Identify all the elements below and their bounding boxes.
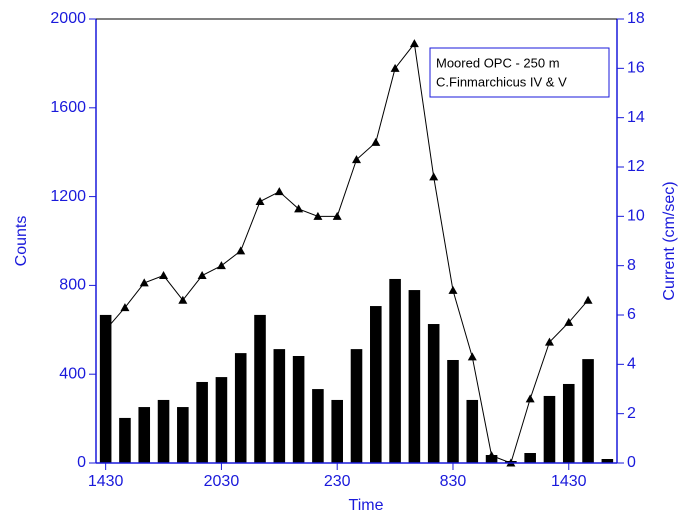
bar [370,306,382,463]
marker [390,63,400,72]
bar [524,453,536,463]
bar [254,314,266,463]
bar [408,290,421,463]
marker [139,278,149,287]
marker [583,295,593,304]
bar [273,349,286,463]
marker [313,211,323,220]
marker [101,325,111,334]
bar [196,381,208,463]
bar [177,407,189,463]
bar [234,353,247,463]
marker [487,451,497,460]
bar [389,278,401,463]
marker [409,39,419,48]
marker [371,137,381,146]
marker [525,394,535,403]
marker [332,211,342,220]
y2-tick-label: 14 [627,109,645,126]
marker [294,204,304,213]
x-axis-label: Time [349,497,384,514]
y2-tick-label: 18 [627,10,645,27]
x-tick-label: 1430 [88,473,124,490]
bar [119,417,131,463]
marker [467,352,477,361]
marker [429,172,439,181]
marker [216,261,226,270]
marker [352,155,361,164]
marker [197,271,207,280]
y2-tick-label: 12 [627,158,645,175]
y-tick-label: 0 [77,454,86,471]
y2-tick-label: 6 [627,306,636,323]
bar [312,389,324,463]
y2-tick-label: 10 [627,208,645,225]
marker [255,197,265,206]
x-tick-label: 2030 [204,473,240,490]
marker [274,187,284,196]
marker [544,337,554,346]
bar [466,399,479,463]
bar [292,355,305,463]
marker [448,285,458,294]
annotation-box [429,47,610,98]
y-tick-label: 800 [59,277,86,294]
bar [99,314,112,463]
y-tick-label: 1600 [50,99,86,116]
x-tick-label: 830 [440,473,467,490]
bar [427,324,440,463]
y2-axis-label: Current (cm/sec) [661,181,678,300]
y-tick-label: 1200 [50,188,86,205]
annotation: Moored OPC - 250 m [436,55,560,70]
y-tick-label: 2000 [50,10,86,27]
marker [236,246,246,255]
bar [601,459,614,463]
bar [331,399,343,463]
annotation: C.Finmarchicus IV & V [436,74,567,89]
line [105,42,589,464]
bar [562,383,575,463]
bar [138,407,151,463]
marker [178,295,188,304]
y-axis-label: Counts [13,216,30,267]
y2-tick-label: 4 [627,356,636,373]
marker [120,303,130,312]
bar [215,377,228,463]
x-tick-label: 1430 [551,473,587,490]
y2-tick-label: 0 [627,454,636,471]
y2-tick-label: 2 [627,405,636,422]
y-tick-label: 400 [59,365,86,382]
x-tick-label: 230 [324,473,351,490]
marker [564,317,574,326]
bar [350,349,363,463]
bar [582,359,594,463]
marker [159,271,169,280]
bar [543,395,556,463]
bar [447,359,459,463]
bar [157,399,170,463]
y2-tick-label: 8 [627,257,636,274]
y2-tick-label: 16 [627,60,645,77]
